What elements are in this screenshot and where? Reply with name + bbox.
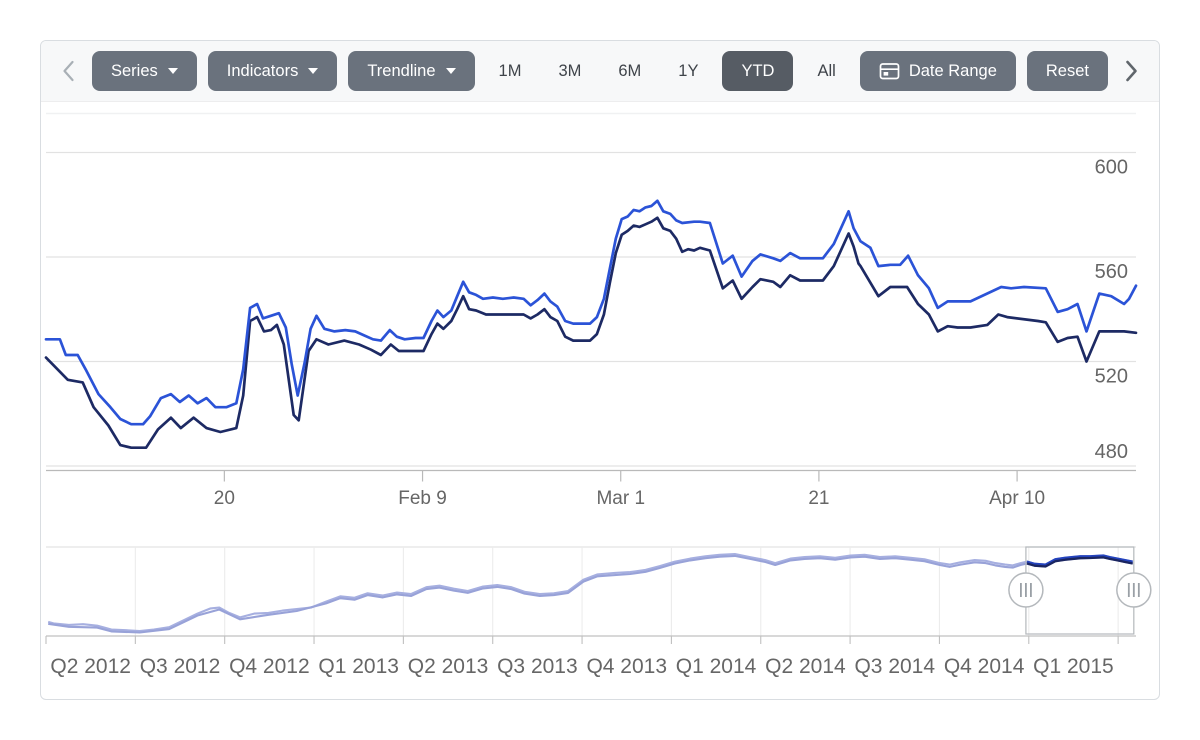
trendline-dropdown-label: Trendline xyxy=(367,61,436,80)
y-axis-label: 520 xyxy=(1095,365,1128,387)
stock-chart-widget: Series Indicators Trendline 1M 3M 6M 1Y … xyxy=(40,40,1160,700)
chevron-down-icon xyxy=(445,68,456,74)
range-button-3m[interactable]: 3M xyxy=(545,51,594,91)
series-2-navy xyxy=(44,216,1138,450)
navigator-quarter-label: Q2 2014 xyxy=(765,655,846,678)
chevron-left-icon xyxy=(62,60,75,82)
range-button-all[interactable]: All xyxy=(804,51,848,91)
y-axis-label: 600 xyxy=(1095,156,1128,178)
chevron-down-icon xyxy=(167,68,178,74)
navigator-pane[interactable]: Q2 2012 Q3 2012 Q4 2012 Q1 2013 Q2 2013 Q3 20… xyxy=(45,546,1152,698)
chart-toolbar: Series Indicators Trendline 1M 3M 6M 1Y … xyxy=(41,41,1159,102)
chevron-down-icon xyxy=(308,68,319,74)
navigator-quarter-label: Q1 2015 xyxy=(1033,655,1114,678)
date-range-label: Date Range xyxy=(908,61,997,80)
chevron-right-icon xyxy=(1125,60,1138,82)
indicators-dropdown-button[interactable]: Indicators xyxy=(207,51,338,91)
range-button-6m[interactable]: 6M xyxy=(605,51,654,91)
x-axis-label: Feb 9 xyxy=(398,488,447,509)
y-axis-label: 560 xyxy=(1095,261,1128,283)
range-button-1m[interactable]: 1M xyxy=(486,51,535,91)
date-range-button[interactable]: Date Range xyxy=(859,51,1016,91)
x-axis-label: 20 xyxy=(214,488,235,509)
navigator-quarter-label: Q2 2012 xyxy=(50,655,131,678)
navigator-right-handle[interactable] xyxy=(1116,572,1152,608)
series-dropdown-label: Series xyxy=(111,61,158,80)
nav-series-1-selected xyxy=(1026,554,1133,566)
navigator-left-handle[interactable] xyxy=(1008,572,1044,608)
main-price-chart[interactable]: 600 560 520 480 20 Feb 9 Mar 1 21 Apr 10 xyxy=(44,112,1138,517)
navigator-quarter-label: Q4 2013 xyxy=(586,655,667,678)
calendar-icon xyxy=(879,61,900,81)
navigator-quarter-label: Q3 2012 xyxy=(140,655,221,678)
nav-series-2-selected xyxy=(1026,556,1133,568)
toolbar-scroll-left-button[interactable] xyxy=(56,51,81,91)
navigator-quarter-label: Q3 2014 xyxy=(854,655,935,678)
indicators-dropdown-label: Indicators xyxy=(226,61,299,80)
range-button-ytd[interactable]: YTD xyxy=(722,51,794,91)
x-axis-label: Apr 10 xyxy=(989,488,1045,509)
range-button-1y[interactable]: 1Y xyxy=(665,51,711,91)
navigator-quarter-label: Q3 2013 xyxy=(497,655,578,678)
y-axis-label: 480 xyxy=(1095,441,1128,463)
toolbar-scroll-right-button[interactable] xyxy=(1119,51,1144,91)
trendline-dropdown-button[interactable]: Trendline xyxy=(348,51,475,91)
navigator-quarter-label: Q4 2014 xyxy=(944,655,1025,678)
nav-series-2-light xyxy=(48,554,1133,634)
nav-series-1-light xyxy=(47,552,1133,633)
series-dropdown-button[interactable]: Series xyxy=(92,51,197,91)
navigator-quarter-label: Q4 2012 xyxy=(229,655,310,678)
navigator-quarter-label: Q2 2013 xyxy=(408,655,489,678)
navigator-quarter-label: Q1 2013 xyxy=(318,655,399,678)
navigator-quarter-label: Q1 2014 xyxy=(676,655,757,678)
reset-button[interactable]: Reset xyxy=(1026,51,1108,91)
x-axis-label: Mar 1 xyxy=(596,488,645,509)
series-1-blue xyxy=(44,199,1138,426)
x-axis-label: 21 xyxy=(808,488,829,509)
